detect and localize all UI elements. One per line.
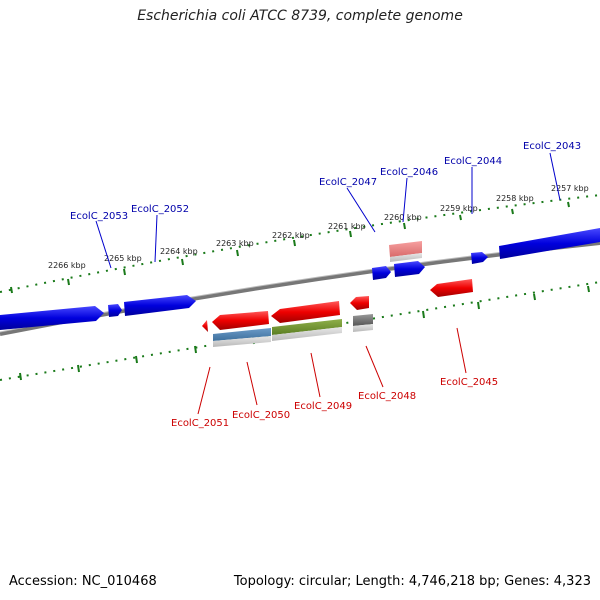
tick-label-2263: 2263 kbp — [216, 239, 254, 248]
outer-major-ticks — [10, 201, 570, 294]
gene-label-ecolc-2048[interactable]: EcolC_2048 — [358, 391, 416, 402]
gene-label-ecolc-2050[interactable]: EcolC_2050 — [232, 410, 290, 421]
gene-bar-steel[interactable] — [213, 328, 271, 341]
tick-label-2264: 2264 kbp — [160, 247, 198, 256]
gene-bar-steel-shadow — [213, 336, 271, 347]
gene-bar-olive-shadow — [272, 327, 342, 341]
gene-label-ecolc-2045[interactable]: EcolC_2045 — [440, 377, 498, 388]
gene-label-ecolc-2051[interactable]: EcolC_2051 — [171, 418, 229, 429]
tick-label-2265: 2265 kbp — [104, 254, 142, 263]
gene-arrow-forward[interactable] — [372, 266, 391, 280]
gene-arrow-forward[interactable] — [124, 295, 196, 316]
gene-label-ecolc-2044[interactable]: EcolC_2044 — [444, 156, 502, 167]
tick-label-2262: 2262 kbp — [272, 231, 310, 240]
gene-bar-grey-shadow — [353, 324, 373, 332]
gene-arrow-forward[interactable] — [108, 304, 122, 317]
gene-bar-pink[interactable] — [389, 241, 422, 257]
forward-genes — [0, 228, 600, 330]
gene-arrow-forward[interactable] — [394, 261, 425, 277]
gene-arrow-forward[interactable] — [471, 252, 488, 264]
map-title: Escherichia coli ATCC 8739, complete gen… — [137, 8, 463, 24]
gene-bar-pink-shadow — [390, 253, 422, 262]
reverse-leader-lines — [197, 327, 467, 415]
tick-label-2258: 2258 kbp — [496, 194, 534, 203]
tick-label-2259: 2259 kbp — [440, 204, 478, 213]
gene-bar-olive[interactable] — [272, 319, 342, 335]
reverse-genes — [202, 241, 473, 347]
gene-label-ecolc-2046[interactable]: EcolC_2046 — [380, 167, 438, 178]
gene-arrow-reverse[interactable] — [202, 320, 208, 332]
outer-tick-ring — [0, 194, 600, 293]
gene-arrow-reverse[interactable] — [271, 301, 340, 323]
genome-info-text: Topology: circular; Length: 4,746,218 bp… — [233, 574, 591, 589]
gene-label-ecolc-2049[interactable]: EcolC_2049 — [294, 401, 352, 412]
gene-arrow-reverse[interactable] — [430, 279, 473, 297]
tick-label-2257: 2257 kbp — [551, 184, 589, 193]
gene-arrow-forward[interactable] — [499, 228, 600, 259]
gene-arrow-reverse[interactable] — [350, 296, 369, 310]
inner-tick-ring — [0, 281, 600, 381]
tick-label-2261: 2261 kbp — [328, 222, 366, 231]
gene-arrow-reverse[interactable] — [212, 311, 269, 330]
gene-label-ecolc-2047[interactable]: EcolC_2047 — [319, 177, 377, 188]
tick-label-2260: 2260 kbp — [384, 213, 422, 222]
gene-bar-grey[interactable] — [353, 314, 373, 326]
gene-arrow-forward[interactable] — [0, 306, 104, 330]
forward-leader-lines — [95, 152, 561, 269]
gene-label-ecolc-2043[interactable]: EcolC_2043 — [523, 141, 581, 152]
gene-label-ecolc-2053[interactable]: EcolC_2053 — [70, 211, 128, 222]
gene-label-ecolc-2052[interactable]: EcolC_2052 — [131, 204, 189, 215]
tick-label-2266: 2266 kbp — [48, 261, 86, 270]
accession-text: Accession: NC_010468 — [9, 574, 157, 589]
